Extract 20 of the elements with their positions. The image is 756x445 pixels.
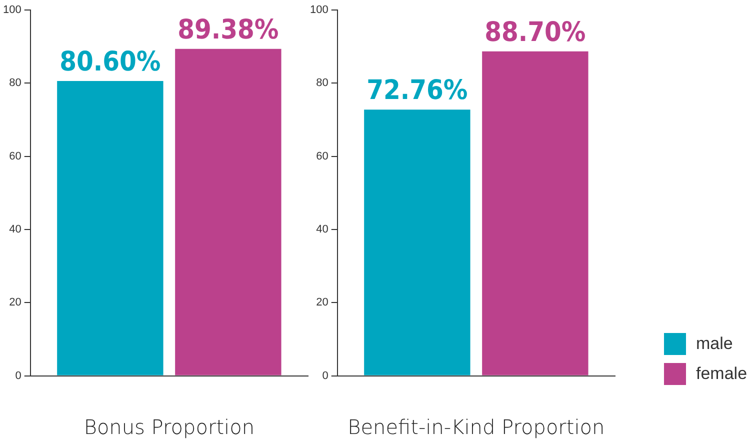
x-axis-title: Benefit-in-Kind Proportion	[348, 415, 605, 440]
legend-label: male	[696, 334, 733, 354]
y-tick-label: 0	[322, 370, 328, 382]
y-tick-label: 20	[9, 296, 22, 309]
y-tick-label: 40	[316, 224, 328, 236]
y-tick-label: 100	[310, 4, 328, 16]
y-tick-label: 60	[316, 150, 328, 162]
y-tick-label: 20	[316, 296, 328, 309]
y-tick-label: 80	[316, 77, 328, 90]
data-label: 72.76%	[366, 75, 468, 106]
x-axis-title: Bonus Proportion	[84, 415, 255, 440]
legend-label: female	[696, 364, 748, 384]
y-tick-label: 80	[9, 77, 22, 90]
y-tick-label: 0	[15, 370, 22, 382]
y-tick-label: 100	[2, 4, 22, 16]
data-label: 89.38%	[178, 14, 279, 46]
data-label: 80.60%	[60, 46, 161, 78]
data-label: 88.70%	[484, 16, 586, 48]
y-tick-label: 60	[9, 150, 22, 162]
y-tick-label: 40	[9, 224, 22, 236]
